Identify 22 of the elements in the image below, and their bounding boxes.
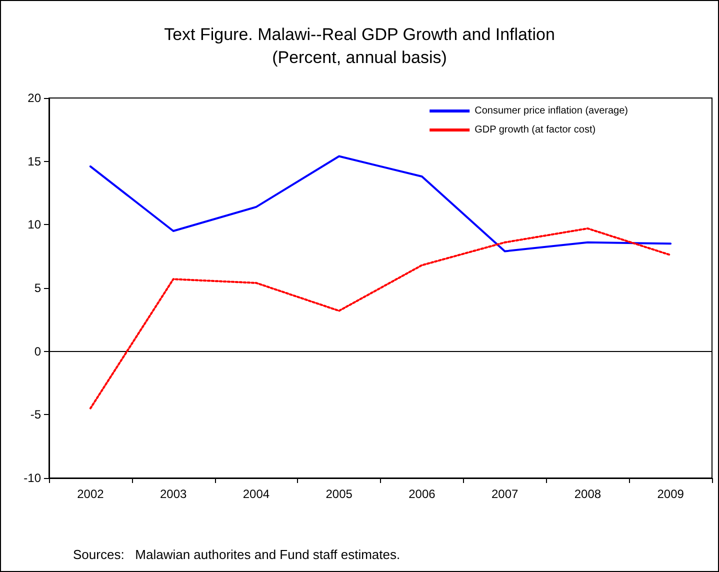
source-note: Sources: Malawian authorites and Fund staff estimates. xyxy=(73,547,400,562)
x-tick-label: 2006 xyxy=(408,487,436,501)
y-tick-label: 0 xyxy=(34,344,42,358)
x-tick-label: 2007 xyxy=(491,487,518,501)
y-tick-label: 20 xyxy=(28,91,42,105)
x-tick-label: 2008 xyxy=(574,487,602,501)
y-tick-label: -10 xyxy=(24,471,42,485)
line-series xyxy=(89,227,672,410)
y-tick-label: 15 xyxy=(28,154,42,168)
x-tick-label: 2009 xyxy=(657,487,684,501)
y-tick-label: 10 xyxy=(28,218,42,232)
x-tick-label: 2003 xyxy=(160,487,187,501)
legend-label: GDP growth (at factor cost) xyxy=(474,124,596,136)
y-tick-label: 5 xyxy=(34,281,42,295)
y-tick-label: -5 xyxy=(30,408,42,422)
x-tick-label: 2002 xyxy=(77,487,104,501)
x-tick-label: 2005 xyxy=(326,487,353,501)
chart-title: Text Figure. Malawi--Real GDP Growth and Inflation xyxy=(164,25,555,44)
line-series xyxy=(89,155,672,252)
chart-subtitle: (Percent, annual basis) xyxy=(272,48,447,67)
x-tick-label: 2004 xyxy=(242,487,270,501)
legend-label: Consumer price inflation (average) xyxy=(474,106,628,116)
